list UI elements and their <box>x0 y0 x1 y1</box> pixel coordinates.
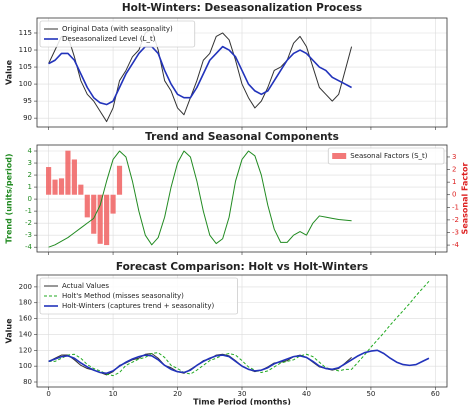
y-tick-label: -3 <box>25 231 32 239</box>
plot-frame <box>36 17 448 128</box>
bar <box>116 165 123 195</box>
subplot: Trend and Seasonal Components -4 -3 -2 -1 0 1 2… <box>5 131 470 255</box>
series-line <box>48 150 352 248</box>
y2-tick-label: 0 <box>452 191 456 199</box>
y-tick-label: 100 <box>19 362 32 370</box>
y2-tick-label: -2 <box>452 216 459 224</box>
subplot: Forecast Comparison: Holt vs Holt-Winter… <box>5 261 448 405</box>
legend-box <box>39 277 238 315</box>
plot-frame <box>36 144 448 253</box>
y2-tick-label: -3 <box>452 228 459 236</box>
y-tick-label: 0 <box>28 195 32 203</box>
x-tick-label: 50 <box>366 390 375 398</box>
bar <box>97 194 103 244</box>
subplot-title: Holt-Winters: Deseasonalization Process <box>122 2 362 14</box>
bar <box>52 179 58 195</box>
bar <box>91 194 97 234</box>
y-tick-label: -4 <box>25 243 33 251</box>
bar <box>46 167 52 195</box>
bar <box>104 194 110 246</box>
series-line <box>48 45 352 106</box>
x-tick-label: 40 <box>302 390 311 398</box>
y-tick-label: 2 <box>28 171 32 179</box>
y-tick-label: 110 <box>19 46 32 54</box>
x-axis-label: Time Period (months) <box>193 398 291 405</box>
y-tick-label: 105 <box>19 63 32 71</box>
y2-tick-label: 2 <box>452 166 456 174</box>
series-line <box>48 349 430 375</box>
y2-axis-label: Seasonal Factor <box>461 163 470 235</box>
plot-frame <box>36 274 448 388</box>
y-tick-label: 120 <box>19 346 32 354</box>
bar <box>58 178 65 195</box>
y-tick-label: 140 <box>19 330 32 338</box>
series-line <box>48 29 353 123</box>
y2-tick-label: -1 <box>452 203 459 211</box>
legend-label: Deseasonalized Level (L_t) <box>62 35 156 43</box>
x-tick-label: 30 <box>238 390 247 398</box>
subplot: Holt-Winters: Deseasonalization Process 9… <box>5 2 448 130</box>
x-tick-label: 10 <box>109 390 118 398</box>
y-tick-label: 80 <box>23 378 32 386</box>
legend-box <box>327 147 445 165</box>
series-line <box>48 281 430 377</box>
y-tick-label: 3 <box>28 159 32 167</box>
bar <box>84 194 90 218</box>
legend: Original Data (with seasonality) Deseason… <box>39 20 196 48</box>
y2-tick-label: -4 <box>452 241 460 249</box>
legend: Actual Values Holt's Method (misses seaso… <box>39 277 238 315</box>
y-tick-label: 100 <box>19 80 32 88</box>
y-axis-label: Trend (units/period) <box>5 153 14 243</box>
y-tick-label: -2 <box>25 219 32 227</box>
y-tick-label: 4 <box>28 147 33 155</box>
x-tick-label: 60 <box>431 390 440 398</box>
y-tick-label: 1 <box>28 183 32 191</box>
y-tick-label: 95 <box>23 97 32 105</box>
y-tick-label: 180 <box>19 299 32 307</box>
bar <box>65 150 71 195</box>
y-axis-label: Value <box>5 318 14 344</box>
legend-label: Actual Values <box>62 282 109 290</box>
y2-tick-label: 3 <box>452 153 456 161</box>
legend-label: Seasonal Factors (S_t) <box>350 152 428 160</box>
x-tick-label: 0 <box>46 390 50 398</box>
y-tick-label: -1 <box>25 207 32 215</box>
y-tick-label: 200 <box>19 283 32 291</box>
legend-label: Holt-Winters (captures trend + seasonali… <box>62 302 214 310</box>
bar <box>110 194 116 214</box>
y-tick-label: 90 <box>23 114 32 122</box>
legend-box <box>39 20 196 48</box>
legend: Seasonal Factors (S_t) <box>327 147 445 165</box>
y2-tick-label: 1 <box>452 178 456 186</box>
y-axis-label: Value <box>5 59 14 85</box>
legend-swatch <box>332 153 347 159</box>
subplot-title: Trend and Seasonal Components <box>145 131 339 143</box>
subplot-title: Forecast Comparison: Holt vs Holt-Winter… <box>116 261 368 273</box>
x-tick-label: 20 <box>173 390 182 398</box>
bar <box>71 159 77 195</box>
y-tick-label: 160 <box>19 315 32 323</box>
legend-label: Holt's Method (misses seasonality) <box>62 292 184 300</box>
legend-label: Original Data (with seasonality) <box>62 25 173 33</box>
y-tick-label: 115 <box>19 29 32 37</box>
bar <box>78 184 84 195</box>
